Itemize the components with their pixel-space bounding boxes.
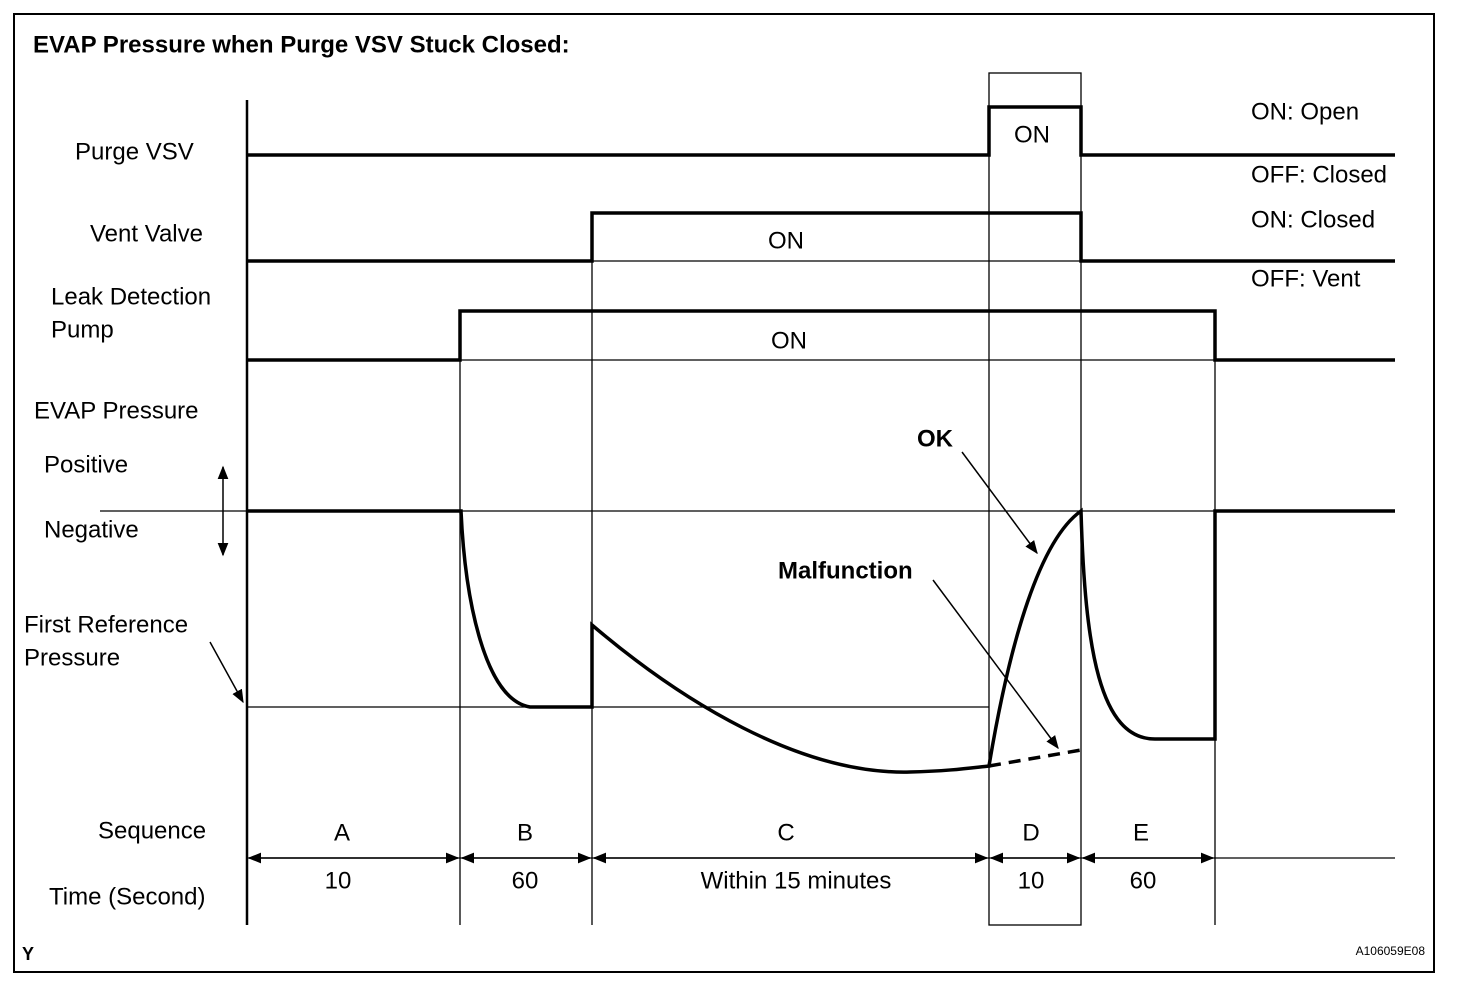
- phases: A 10 B 60 C Within 15 minutes D 10 E 60: [325, 819, 1157, 894]
- signal-label: Purge VSV: [75, 138, 194, 165]
- axis-label: Negative: [44, 516, 139, 543]
- phase-name: E: [1133, 819, 1149, 846]
- phase-time: Within 15 minutes: [701, 867, 892, 894]
- annotation: Malfunction: [778, 557, 913, 584]
- frame: [13, 13, 1435, 973]
- state-legend: ON: Closed: [1251, 206, 1375, 233]
- annotation: OK: [917, 425, 954, 452]
- signal-label: EVAP Pressure: [34, 397, 199, 424]
- state-label: ON: [771, 327, 807, 354]
- reference-label: First Reference: [24, 611, 188, 638]
- grid-lines: [100, 72, 1395, 926]
- phase-name: A: [334, 819, 350, 846]
- state-label: ON: [768, 227, 804, 254]
- signal-label: Pump: [51, 316, 114, 343]
- row-label: Sequence: [98, 817, 206, 844]
- row-label: Time (Second): [49, 883, 206, 910]
- phase-time: 10: [325, 867, 352, 894]
- footer-mark: Y: [22, 944, 34, 964]
- arrows: [209, 451, 1215, 864]
- state-legend: ON: Open: [1251, 98, 1359, 125]
- phase-name: B: [517, 819, 533, 846]
- state-legend: OFF: Vent: [1251, 265, 1361, 292]
- signal-label: Leak Detection: [51, 283, 211, 310]
- state-label: ON: [1014, 121, 1050, 148]
- footer-code: A106059E08: [1356, 944, 1426, 958]
- phase-name: D: [1022, 819, 1039, 846]
- phase-time: 10: [1018, 867, 1045, 894]
- phase-name: C: [777, 819, 794, 846]
- signal-traces: [247, 105, 1395, 774]
- axis-label: Positive: [44, 451, 128, 478]
- reference-label: Pressure: [24, 644, 120, 671]
- state-legend: OFF: Closed: [1251, 161, 1387, 188]
- phase-time: 60: [1130, 867, 1157, 894]
- phase-time: 60: [512, 867, 539, 894]
- signal-label: Vent Valve: [90, 220, 203, 247]
- title: EVAP Pressure when Purge VSV Stuck Close…: [33, 31, 570, 58]
